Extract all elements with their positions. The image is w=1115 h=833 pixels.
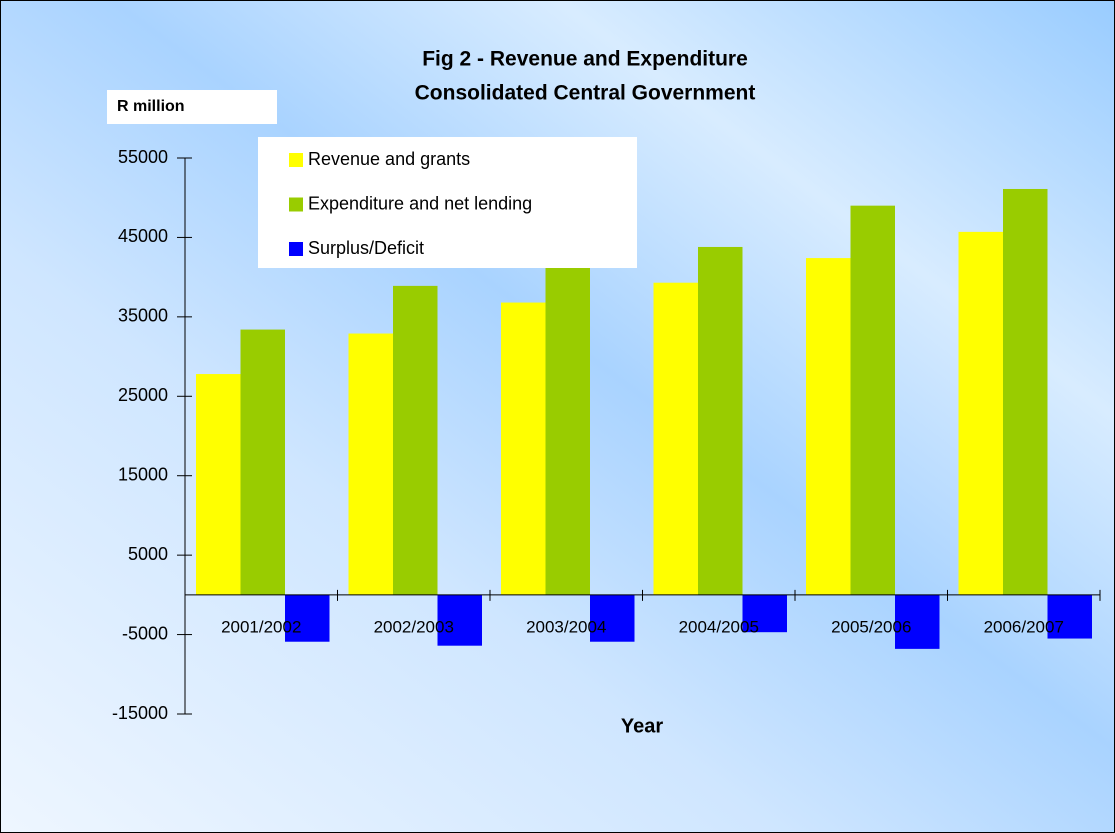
- x-tick-label: 2006/2007: [984, 617, 1064, 636]
- legend-swatch: [289, 242, 303, 256]
- bar: [348, 333, 393, 595]
- bar: [501, 302, 546, 595]
- chart-title: Fig 2 - Revenue and Expenditure: [422, 48, 748, 71]
- y-tick-label: 45000: [118, 226, 168, 246]
- y-tick-label: -5000: [122, 623, 168, 643]
- y-axis-label: R million: [117, 98, 185, 115]
- x-tick-label: 2003/2004: [526, 617, 606, 636]
- bar: [393, 285, 438, 595]
- bar: [240, 329, 285, 595]
- y-tick-label: 5000: [128, 544, 168, 564]
- y-tick-label: -15000: [112, 703, 168, 723]
- legend-swatch: [289, 153, 303, 167]
- bar: [285, 594, 330, 642]
- bar: [850, 205, 895, 595]
- bar: [895, 594, 940, 649]
- bar: [196, 374, 241, 595]
- x-axis-label: Year: [621, 715, 663, 737]
- bar: [590, 594, 635, 642]
- legend-label: Surplus/Deficit: [308, 238, 424, 258]
- y-tick-label: 35000: [118, 306, 168, 326]
- bar: [742, 594, 787, 633]
- y-tick-label: 25000: [118, 385, 168, 405]
- bar: [653, 282, 698, 595]
- legend-swatch: [289, 197, 303, 212]
- bar: [1047, 594, 1092, 639]
- y-label-box: [107, 90, 277, 124]
- legend-label: Expenditure and net lending: [308, 193, 532, 213]
- chart-title: Consolidated Central Government: [415, 82, 756, 105]
- legend: [258, 137, 637, 268]
- bar: [545, 265, 590, 595]
- bar: [1003, 188, 1048, 595]
- bar: [958, 231, 1003, 595]
- bar: [806, 258, 851, 595]
- x-tick-label: 2001/2002: [221, 617, 301, 636]
- legend-label: Revenue and grants: [308, 149, 470, 169]
- x-tick-label: 2004/2005: [679, 617, 759, 636]
- bar: [698, 246, 743, 595]
- x-tick-label: 2002/2003: [374, 617, 454, 636]
- y-tick-label: 55000: [118, 147, 168, 167]
- x-tick-label: 2005/2006: [831, 617, 911, 636]
- y-tick-label: 15000: [118, 464, 168, 484]
- bar: [437, 594, 482, 646]
